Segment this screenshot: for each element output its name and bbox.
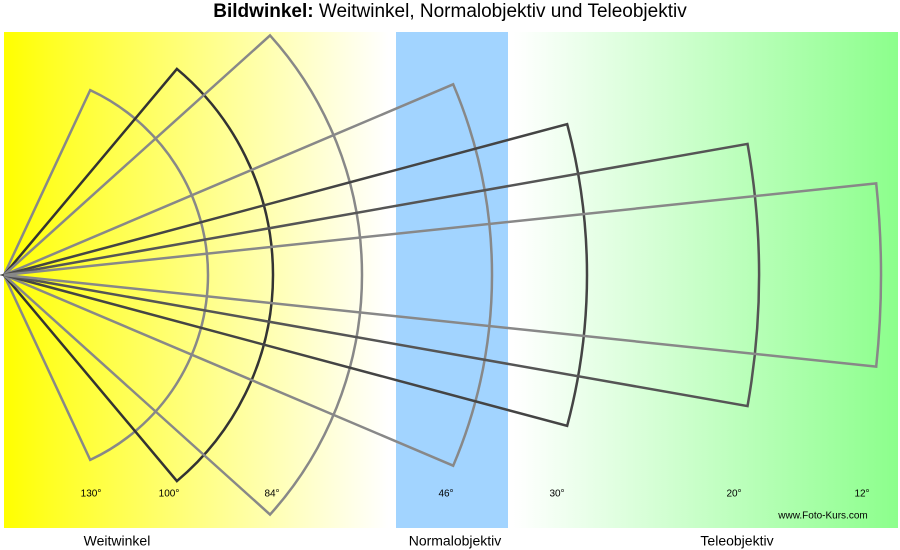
angle-label: 12° xyxy=(854,489,869,500)
title: Bildwinkel: Weitwinkel, Normalobjektiv u… xyxy=(213,1,687,22)
title-bold: Bildwinkel: xyxy=(213,1,313,22)
angle-label: 46° xyxy=(438,489,453,500)
angle-label: 100° xyxy=(159,489,180,500)
title-rest: Weitwinkel, Normalobjektiv und Teleobjek… xyxy=(319,1,687,22)
sector xyxy=(0,82,494,468)
sector xyxy=(2,67,275,483)
sector xyxy=(2,33,364,517)
angle-label: 130° xyxy=(81,489,102,500)
zone-label: Weitwinkel xyxy=(84,533,151,549)
sector xyxy=(2,88,210,462)
angle-label: 30° xyxy=(549,489,564,500)
sector xyxy=(3,181,883,369)
angle-label: 84° xyxy=(264,489,279,500)
angle-label: 20° xyxy=(726,489,741,500)
sector xyxy=(3,142,761,408)
sectors xyxy=(0,33,883,517)
normal-band xyxy=(396,32,508,528)
zone-label: Teleobjektiv xyxy=(700,533,773,549)
credit: www.Foto-Kurs.com xyxy=(777,511,867,522)
sector xyxy=(0,122,589,428)
zone-label: Normalobjektiv xyxy=(409,533,502,549)
